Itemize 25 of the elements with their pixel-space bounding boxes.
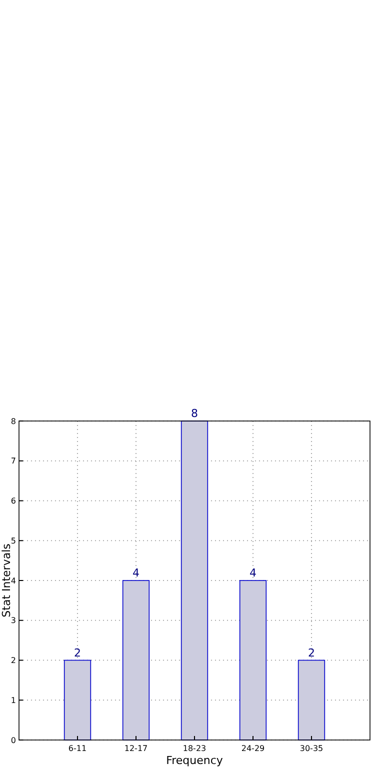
y-tick-label: 7 [10,456,16,466]
data-label: 2 [74,646,81,660]
y-tick-label: 2 [10,656,16,666]
y-tick-label: 1 [10,696,16,705]
y-tick-label: 8 [10,416,16,426]
x-tick-label: 24-29 [241,744,265,753]
y-tick-label: 0 [10,736,16,745]
x-tick-label: 12-17 [124,744,148,753]
x-axis-title: Frequency [166,754,224,767]
bar [122,580,150,740]
x-tick-label: 30-35 [300,744,324,753]
bar [64,660,92,740]
x-tick-label: 18-23 [182,744,206,753]
data-label: 8 [191,407,198,420]
y-tick-label: 4 [10,576,16,586]
y-tick-label: 3 [10,616,16,626]
x-tick-label: 6-11 [68,744,87,753]
y-tick-label: 6 [10,496,16,506]
bar [239,580,267,740]
data-label: 4 [250,566,256,580]
bar [298,660,326,740]
data-label: 4 [132,566,140,580]
y-tick-label: 5 [10,536,16,546]
bar [180,420,208,740]
data-label: 2 [308,646,315,660]
